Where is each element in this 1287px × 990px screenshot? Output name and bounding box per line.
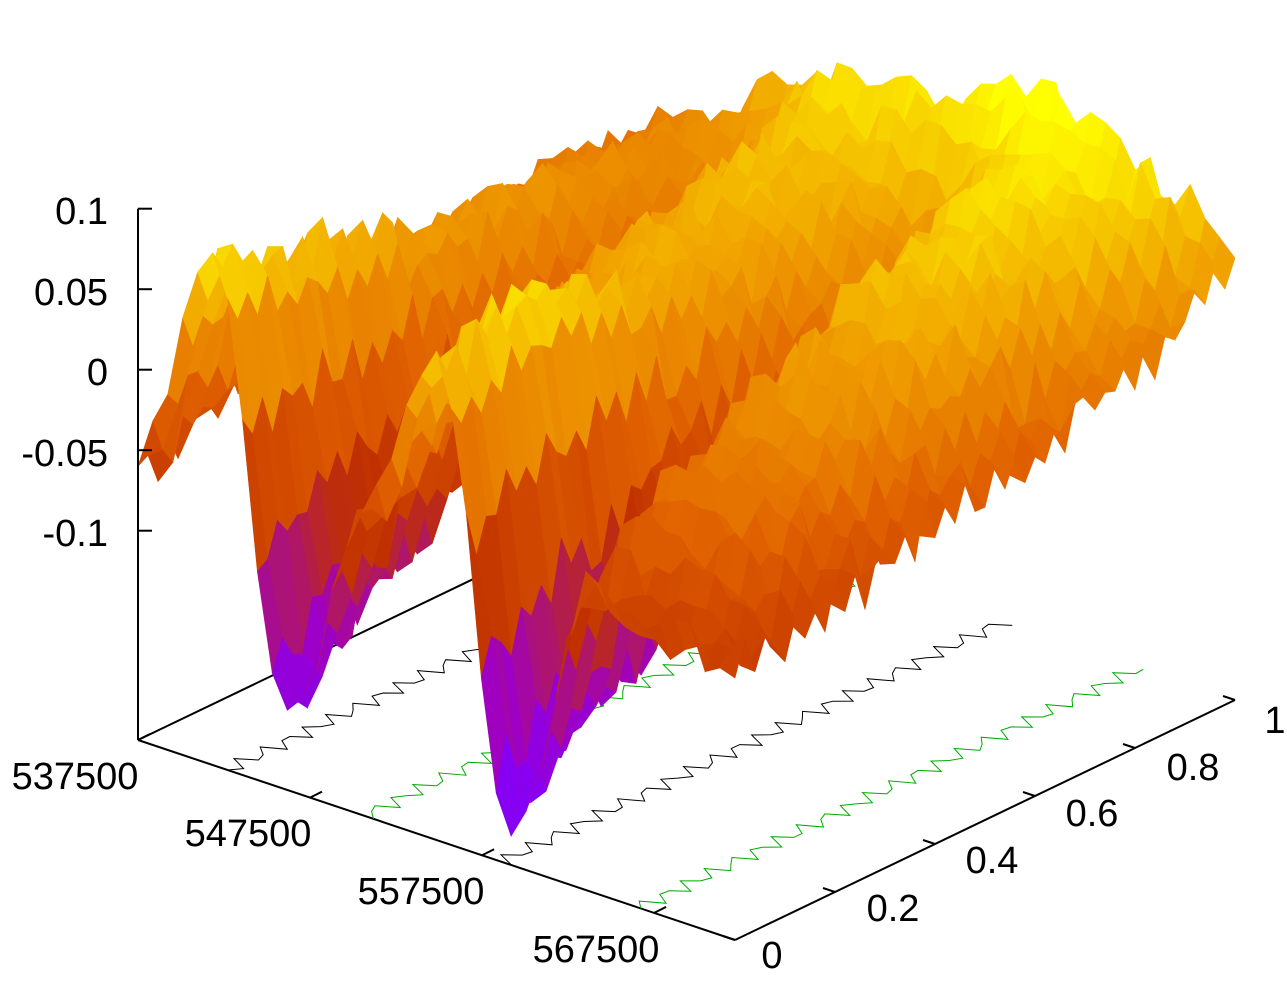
y-tick-label: 0 (761, 935, 782, 977)
x-tick-label: 557500 (358, 871, 485, 913)
y-tick (1122, 743, 1136, 749)
z-tick-label: 0.05 (34, 272, 108, 314)
x-tick (481, 848, 495, 857)
floor-contour (499, 623, 1013, 866)
y-tick-label: 1 (1264, 700, 1285, 742)
z-tick-label: -0.05 (21, 433, 108, 475)
x-tick-label: 567500 (533, 929, 660, 971)
y-tick-label: 0.8 (1167, 747, 1220, 789)
y-tick (922, 839, 936, 845)
x-tick (137, 733, 151, 741)
base-plane (137, 499, 1236, 941)
y-tick (822, 887, 836, 893)
z-tick-label: -0.1 (43, 513, 108, 555)
y-tick-label: 0.4 (966, 840, 1019, 882)
x-tick (309, 790, 323, 799)
y-tick-label: 0.2 (867, 888, 920, 930)
x-tick-label: 537500 (12, 756, 139, 798)
z-tick-label: 0.1 (55, 191, 108, 233)
y-tick (1022, 791, 1036, 797)
axes (137, 207, 1236, 941)
surface-cell (719, 637, 746, 679)
y-axis-line (734, 699, 1236, 941)
y-tick (1222, 695, 1236, 701)
surface-mesh (137, 61, 1236, 838)
z-tick-label: 0 (87, 352, 108, 394)
y-tick-label: 0.6 (1066, 793, 1119, 835)
floor-contour (638, 668, 1144, 909)
x-tick-label: 547500 (185, 813, 312, 855)
x-axis-line (137, 739, 736, 941)
tick-labels: 0.1 0.05 0 -0.05 -0.1 537500 547500 5575… (12, 191, 1286, 977)
x-tick (653, 906, 667, 914)
y-tick (722, 935, 736, 941)
